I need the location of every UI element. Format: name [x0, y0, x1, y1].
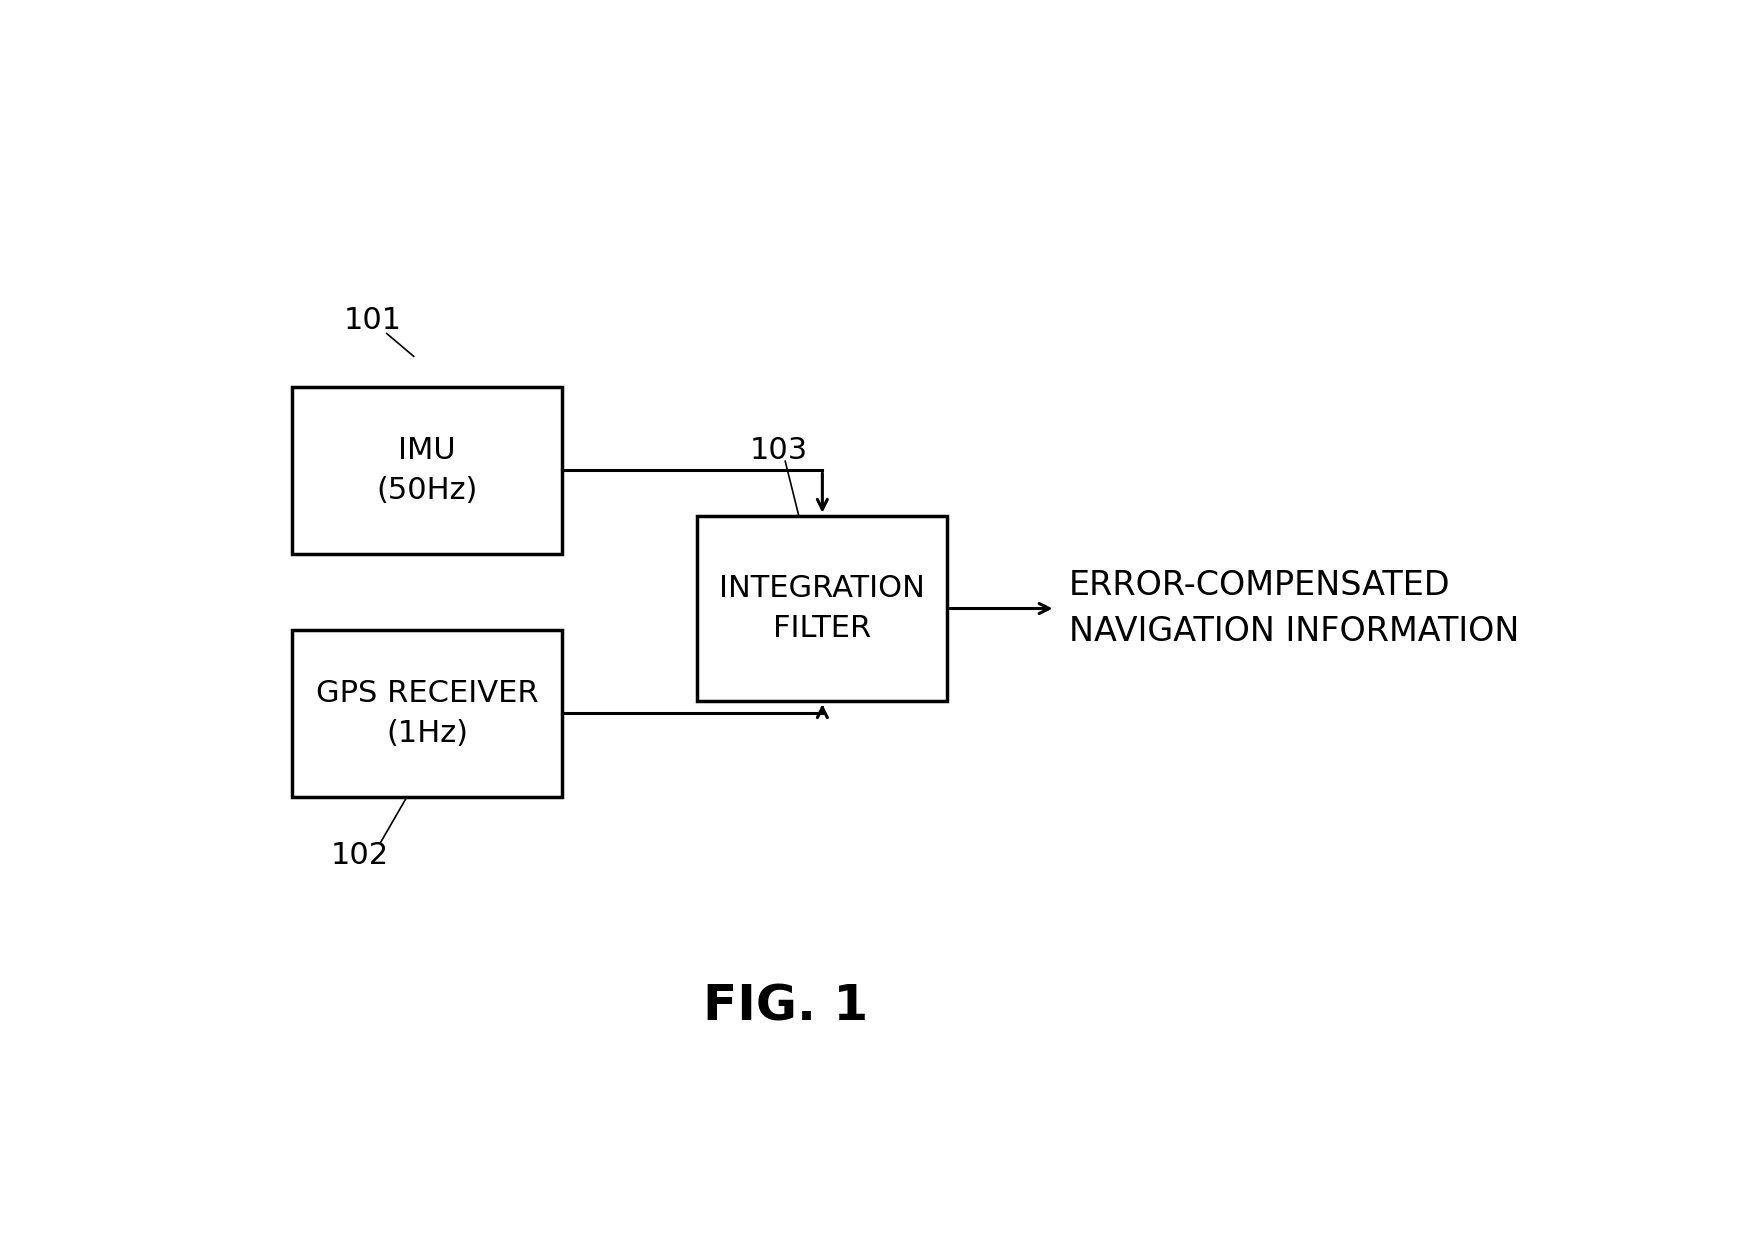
Bar — [697, 515, 948, 702]
Text: 101: 101 — [343, 306, 403, 334]
Text: INTEGRATION
FILTER: INTEGRATION FILTER — [720, 573, 926, 644]
Text: IMU
(50Hz): IMU (50Hz) — [376, 436, 478, 505]
Text: GPS RECEIVER
(1Hz): GPS RECEIVER (1Hz) — [315, 678, 539, 748]
Bar — [293, 630, 563, 797]
Text: 103: 103 — [749, 436, 807, 465]
Text: ERROR-COMPENSATED
NAVIGATION INFORMATION: ERROR-COMPENSATED NAVIGATION INFORMATION — [1068, 569, 1520, 647]
Text: FIG. 1: FIG. 1 — [702, 983, 868, 1030]
Bar — [293, 386, 563, 553]
Text: 102: 102 — [331, 842, 389, 870]
